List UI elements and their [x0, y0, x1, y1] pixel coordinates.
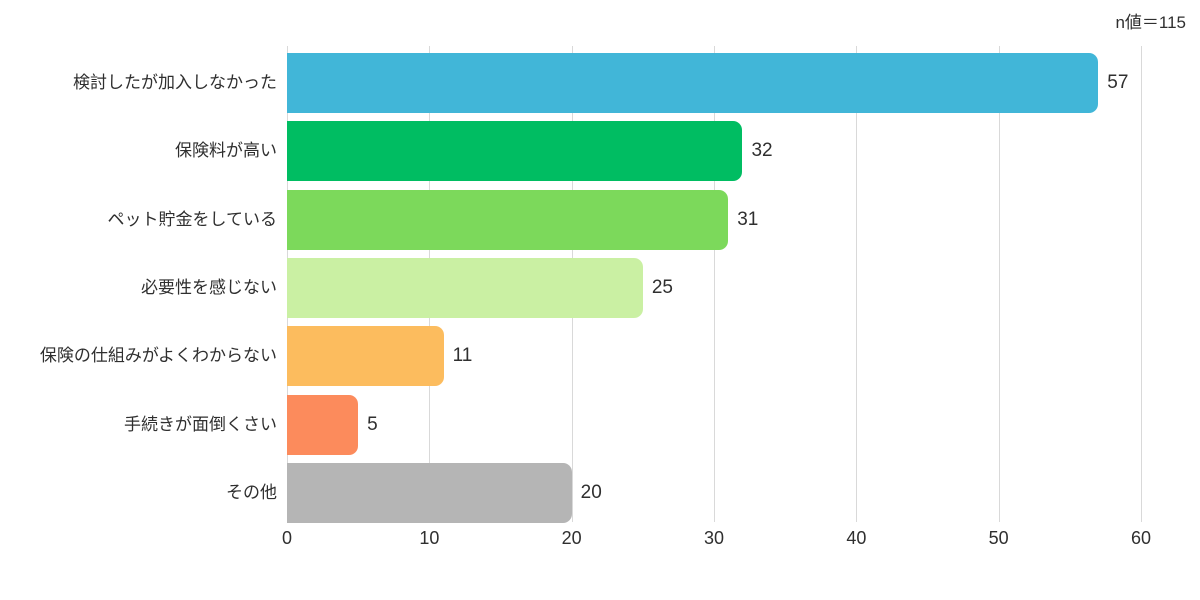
- category-label-4: 保険の仕組みがよくわからない: [39, 346, 277, 366]
- bar-4: [287, 326, 444, 387]
- x-tick-label-60: 60: [1130, 528, 1152, 548]
- x-tick-label-40: 40: [846, 528, 867, 548]
- x-tick-label-30: 30: [703, 528, 725, 548]
- category-label-3: 必要性を感じない: [141, 277, 277, 297]
- bar-3: [287, 257, 643, 318]
- category-label-5: 手続きが面倒くさい: [124, 414, 277, 434]
- value-label-5: 5: [367, 413, 378, 435]
- gridline-x-60: [1141, 46, 1142, 522]
- gridline-x-30: [714, 46, 715, 522]
- value-label-3: 25: [651, 276, 673, 298]
- bar-0: [287, 53, 1099, 113]
- x-tick-label-50: 50: [988, 528, 1009, 548]
- gridline-x-50: [998, 46, 1000, 522]
- bar-1: [287, 121, 743, 182]
- value-label-1: 32: [751, 140, 773, 162]
- category-label-6: その他: [226, 482, 277, 502]
- value-label-0: 57: [1107, 72, 1129, 93]
- category-label-0: 検討したが加入しなかった: [73, 73, 277, 92]
- value-label-2: 31: [737, 208, 759, 230]
- x-tick-label-0: 0: [281, 528, 292, 548]
- gridline-x-40: [856, 46, 858, 522]
- n-value-annotation: n値＝115: [1115, 13, 1186, 32]
- x-tick-label-10: 10: [419, 528, 440, 548]
- category-label-2: ペット貯金をしている: [107, 209, 278, 229]
- bar-2: [287, 189, 729, 250]
- bar-5: [287, 394, 359, 455]
- plot-area: 57 32 31 25 11 5 20: [287, 46, 1142, 523]
- bar-6: [287, 462, 572, 523]
- category-label-1: 保険料が高い: [175, 141, 277, 161]
- value-label-6: 20: [580, 481, 602, 503]
- value-label-4: 11: [452, 345, 473, 367]
- x-tick-label-20: 20: [561, 528, 582, 548]
